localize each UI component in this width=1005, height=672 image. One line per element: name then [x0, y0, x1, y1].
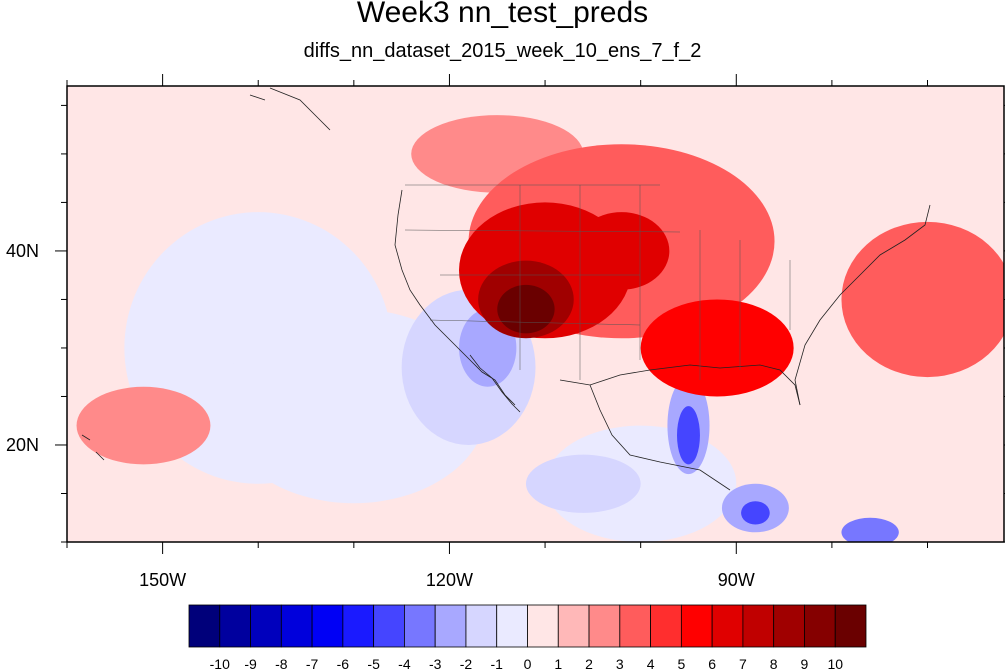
colorbar-label: 0 — [524, 656, 532, 672]
axis-ticks — [55, 74, 1005, 554]
anomaly-region-14 — [741, 501, 770, 525]
colorbar-label: 9 — [801, 656, 809, 672]
colorbar-label: -9 — [244, 656, 257, 672]
anomaly-region-13 — [677, 406, 700, 465]
colorbar-swatch — [834, 604, 867, 648]
colorbar-swatch — [711, 604, 744, 648]
coastlines — [81, 87, 931, 491]
colorbar-label: 6 — [708, 656, 716, 672]
anomaly-region-17 — [573, 212, 670, 290]
colorbar-label: -3 — [429, 656, 442, 672]
chart-subtitle: diffs_nn_dataset_2015_week_10_ens_7_f_2 — [303, 40, 702, 62]
colorbar-swatch — [434, 604, 467, 648]
colorbar-label: -10 — [210, 656, 230, 672]
anomaly-region-11 — [841, 221, 1004, 378]
axis-tick-labels: 150W 120W 90W 20N 40N — [6, 241, 755, 590]
colorbar-label: -7 — [306, 656, 319, 672]
colorbar-swatch — [404, 604, 436, 648]
anomaly-field — [67, 86, 1004, 542]
colorbar-swatch — [619, 604, 651, 648]
colorbar-swatch — [496, 604, 528, 648]
colorbar-swatch — [311, 604, 344, 648]
colorbar-label: 8 — [770, 656, 778, 672]
anomaly-region-19 — [497, 284, 555, 334]
baja-peninsula — [469, 354, 521, 413]
y-tick-label: 20N — [6, 435, 39, 455]
colorbar-swatch — [742, 604, 775, 648]
hawaii — [81, 434, 105, 461]
mexico-coast — [589, 384, 731, 491]
anomaly-region-12 — [841, 517, 899, 542]
colorbar-label: -2 — [460, 656, 473, 672]
y-tick-label: 40N — [6, 241, 39, 261]
colorbar-swatch — [557, 604, 590, 648]
colorbar-swatch — [250, 604, 282, 648]
colorbar-label: -1 — [491, 656, 504, 672]
colorbar-swatch — [773, 604, 805, 648]
colorbar-swatch — [680, 604, 713, 648]
colorbar-label: -5 — [367, 656, 380, 672]
colorbar-label: -6 — [337, 656, 350, 672]
east-coast — [794, 204, 931, 406]
colorbar-label: 5 — [677, 656, 685, 672]
anomaly-region-4 — [525, 454, 641, 513]
colorbar-swatch — [527, 604, 559, 648]
colorbar-swatch — [804, 604, 836, 648]
colorbar-label: 2 — [585, 656, 593, 672]
colorbar-swatch — [280, 604, 313, 648]
colorbar-swatch — [219, 604, 251, 648]
us-borders — [404, 184, 791, 380]
colorbar-label: 1 — [554, 656, 562, 672]
colorbar-swatch — [650, 604, 682, 648]
colorbar-swatch — [588, 604, 621, 648]
colorbar-label: 10 — [827, 656, 843, 672]
colorbar-label: -4 — [398, 656, 411, 672]
gulf-coast — [559, 364, 801, 406]
x-tick-label: 150W — [139, 570, 186, 590]
colorbar-label: -8 — [275, 656, 288, 672]
map-frame — [66, 85, 1005, 543]
colorbar-swatch — [342, 604, 375, 648]
colorbar-label: 4 — [647, 656, 655, 672]
anomaly-region-15 — [640, 299, 794, 397]
anomaly-region-6 — [76, 386, 211, 465]
chart-title: Week3 nn_test_preds — [356, 0, 649, 29]
colorbar-swatch — [188, 604, 221, 648]
x-tick-label: 120W — [426, 570, 473, 590]
colorbar-swatch — [465, 604, 498, 648]
x-tick-label: 90W — [718, 570, 755, 590]
west-coast — [394, 189, 516, 406]
colorbar-label: 7 — [739, 656, 747, 672]
colorbar: -10 -9 -8 -7 -6 -5 -4 -3 -2 -1 0 1 2 3 4 5 6 7 8 9 10 — [188, 604, 867, 672]
colorbar-swatch — [373, 604, 405, 648]
colorbar-label: 3 — [616, 656, 624, 672]
alaska-coast — [249, 87, 331, 131]
